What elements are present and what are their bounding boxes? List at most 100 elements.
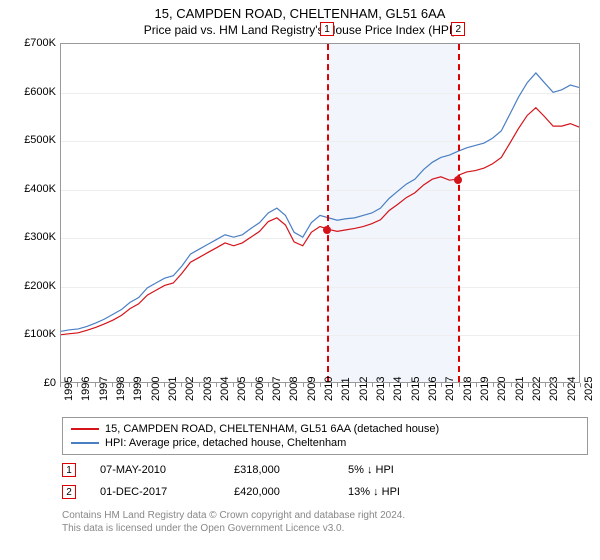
sale-price: £318,000: [234, 464, 324, 476]
x-tick: [320, 383, 321, 387]
x-tick: [77, 383, 78, 387]
x-axis-label: 1996: [80, 377, 92, 401]
marker-flag: 2: [451, 22, 465, 36]
footer-text: Contains HM Land Registry data © Crown c…: [62, 509, 588, 535]
sale-date: 01-DEC-2017: [100, 486, 210, 498]
page-title: 15, CAMPDEN ROAD, CHELTENHAM, GL51 6AA: [0, 0, 600, 21]
x-axis-label: 2000: [150, 377, 162, 401]
marker-line: [458, 44, 460, 382]
legend-swatch: [71, 428, 99, 430]
footer-line1: Contains HM Land Registry data © Crown c…: [62, 509, 588, 522]
x-axis-label: 2023: [548, 377, 560, 401]
x-axis-label: 2007: [271, 377, 283, 401]
x-tick: [285, 383, 286, 387]
x-tick: [181, 383, 182, 387]
x-axis-label: 2015: [410, 377, 422, 401]
sale-diff: 5% ↓ HPI: [348, 464, 394, 476]
marker-dot: [454, 176, 462, 184]
x-axis-label: 2009: [306, 377, 318, 401]
sale-marker: 2: [62, 485, 76, 499]
sales-table: 1 07-MAY-2010 £318,000 5% ↓ HPI 2 01-DEC-2017…: [62, 459, 588, 503]
y-axis-label: £100K: [10, 328, 56, 340]
x-axis-label: 2022: [531, 377, 543, 401]
series-line: [61, 108, 579, 335]
x-axis-label: 2003: [202, 377, 214, 401]
marker-dot: [323, 226, 331, 234]
x-tick: [268, 383, 269, 387]
sale-row: 1 07-MAY-2010 £318,000 5% ↓ HPI: [62, 459, 588, 481]
legend-label: 15, CAMPDEN ROAD, CHELTENHAM, GL51 6AA (…: [105, 423, 439, 435]
x-tick: [389, 383, 390, 387]
x-tick: [528, 383, 529, 387]
marker-flag: 1: [320, 22, 334, 36]
x-tick: [164, 383, 165, 387]
y-axis-label: £600K: [10, 86, 56, 98]
x-tick: [441, 383, 442, 387]
x-axis-label: 2011: [340, 377, 352, 401]
x-tick: [545, 383, 546, 387]
x-axis-label: 1997: [98, 377, 110, 401]
sale-marker: 1: [62, 463, 76, 477]
legend: 15, CAMPDEN ROAD, CHELTENHAM, GL51 6AA (…: [62, 417, 588, 455]
x-axis-label: 1999: [132, 377, 144, 401]
sale-row: 2 01-DEC-2017 £420,000 13% ↓ HPI: [62, 481, 588, 503]
chart-container: 12 £0£100K£200K£300K£400K£500K£600K£700K…: [10, 43, 590, 413]
x-tick: [337, 383, 338, 387]
y-axis-label: £0: [10, 377, 56, 389]
x-tick: [303, 383, 304, 387]
x-tick: [60, 383, 61, 387]
marker-line: [327, 44, 329, 382]
x-tick: [580, 383, 581, 387]
y-axis-label: £400K: [10, 183, 56, 195]
x-axis-label: 2020: [496, 377, 508, 401]
y-axis-label: £500K: [10, 134, 56, 146]
x-axis-label: 2008: [288, 377, 300, 401]
y-axis-label: £200K: [10, 280, 56, 292]
sale-diff: 13% ↓ HPI: [348, 486, 400, 498]
legend-item: HPI: Average price, detached house, Chel…: [71, 436, 579, 450]
plot-area: 12: [60, 43, 580, 383]
x-tick: [563, 383, 564, 387]
x-tick: [199, 383, 200, 387]
x-axis-label: 2006: [254, 377, 266, 401]
x-tick: [112, 383, 113, 387]
x-axis-label: 1998: [115, 377, 127, 401]
x-tick: [233, 383, 234, 387]
x-tick: [216, 383, 217, 387]
x-tick: [251, 383, 252, 387]
x-tick: [95, 383, 96, 387]
legend-item: 15, CAMPDEN ROAD, CHELTENHAM, GL51 6AA (…: [71, 422, 579, 436]
page-subtitle: Price paid vs. HM Land Registry's House …: [0, 21, 600, 43]
x-axis-label: 2013: [375, 377, 387, 401]
x-tick: [407, 383, 408, 387]
x-tick: [511, 383, 512, 387]
line-chart-svg: [61, 44, 579, 382]
x-tick: [355, 383, 356, 387]
x-axis-label: 2017: [444, 377, 456, 401]
x-axis-label: 2012: [358, 377, 370, 401]
legend-swatch: [71, 442, 99, 444]
x-axis-label: 2018: [462, 377, 474, 401]
x-axis-label: 2010: [323, 377, 335, 401]
x-tick: [476, 383, 477, 387]
sale-price: £420,000: [234, 486, 324, 498]
x-axis-label: 2004: [219, 377, 231, 401]
legend-label: HPI: Average price, detached house, Chel…: [105, 437, 346, 449]
x-tick: [372, 383, 373, 387]
x-axis-label: 1995: [63, 377, 75, 401]
x-axis-label: 2016: [427, 377, 439, 401]
x-tick: [493, 383, 494, 387]
series-line: [61, 73, 579, 331]
x-tick: [147, 383, 148, 387]
x-axis-label: 2005: [236, 377, 248, 401]
x-tick: [129, 383, 130, 387]
x-axis-label: 2001: [167, 377, 179, 401]
sale-date: 07-MAY-2010: [100, 464, 210, 476]
x-tick: [424, 383, 425, 387]
x-tick: [459, 383, 460, 387]
x-axis-label: 2025: [583, 377, 595, 401]
x-axis-label: 2019: [479, 377, 491, 401]
x-axis-label: 2021: [514, 377, 526, 401]
y-axis-label: £700K: [10, 37, 56, 49]
x-axis-label: 2024: [566, 377, 578, 401]
